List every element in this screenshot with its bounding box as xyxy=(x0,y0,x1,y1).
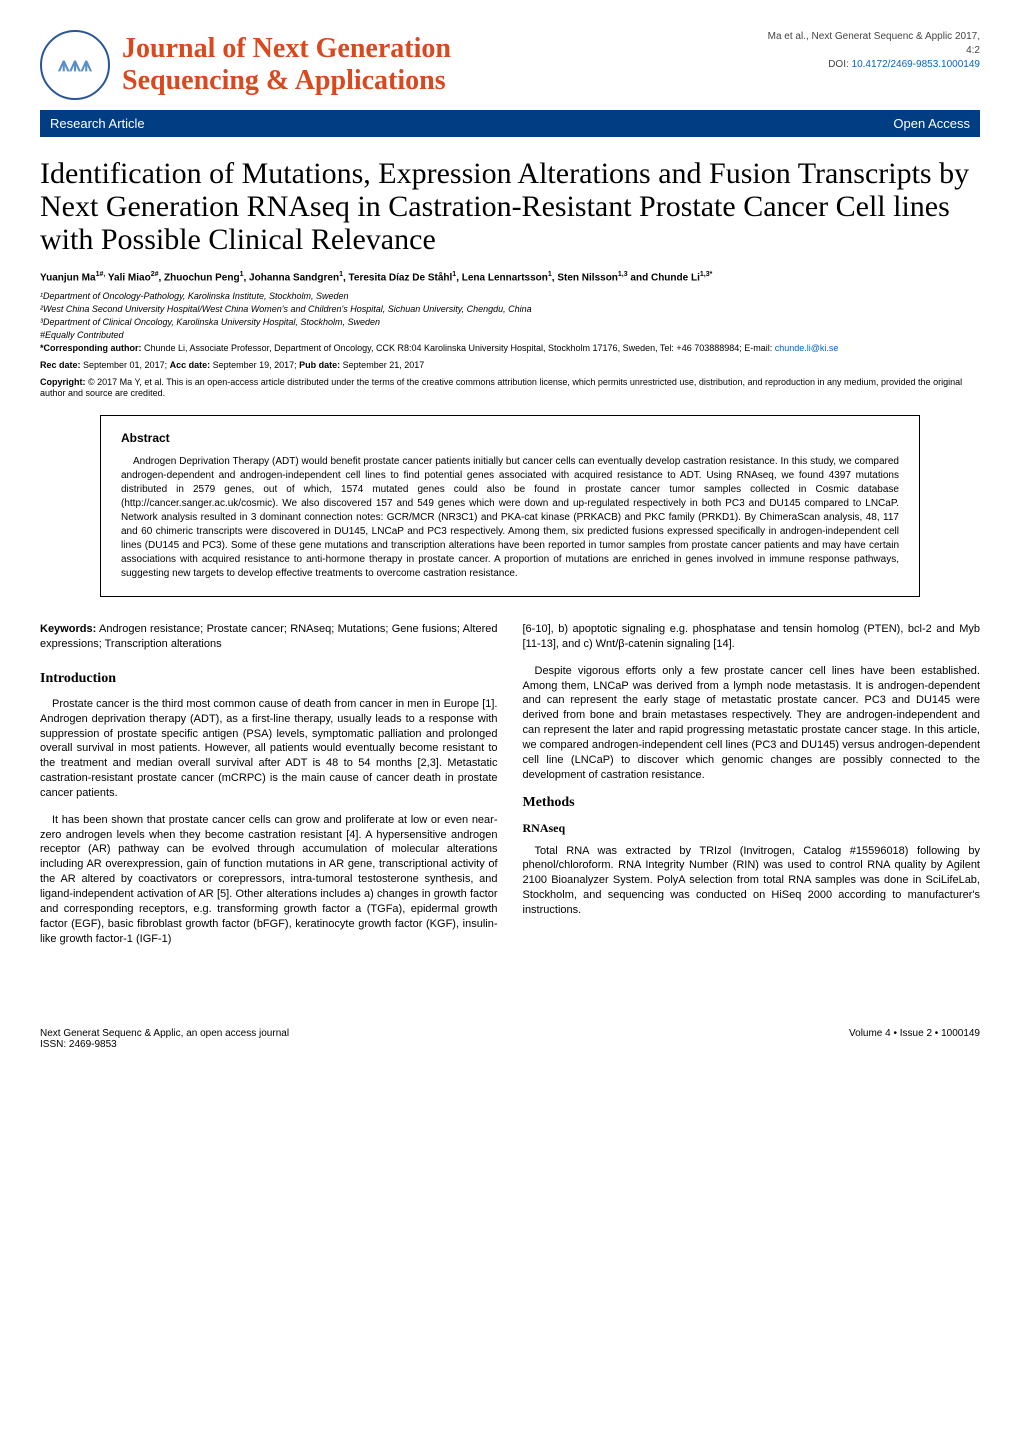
rnaseq-text: Total RNA was extracted by TRIzol (Invit… xyxy=(523,844,981,918)
banner-right: Open Access xyxy=(893,116,970,131)
column-left: Keywords: Androgen resistance; Prostate … xyxy=(40,622,498,958)
citation-line2: 4:2 xyxy=(768,44,980,58)
footer-right: Volume 4 • Issue 2 • 1000149 xyxy=(849,1028,980,1050)
corresponding-text: Chunde Li, Associate Professor, Departme… xyxy=(142,343,775,353)
logo-glyph: ⩚⩚⩚ xyxy=(58,54,92,77)
corresponding-author: *Corresponding author: Chunde Li, Associ… xyxy=(40,343,980,355)
copyright-label: Copyright: xyxy=(40,377,86,387)
banner-left: Research Article xyxy=(50,116,145,131)
affiliation-2: ²West China Second University Hospital/W… xyxy=(40,304,980,314)
intro-paragraph-1: Prostate cancer is the third most common… xyxy=(40,697,498,801)
dates-line: Rec date: September 01, 2017; Acc date: … xyxy=(40,360,980,372)
copyright-text: © 2017 Ma Y, et al. This is an open-acce… xyxy=(40,377,962,399)
journal-logo: ⩚⩚⩚ xyxy=(40,30,110,100)
body-columns: Keywords: Androgen resistance; Prostate … xyxy=(40,622,980,958)
equally-contributed: #Equally Contributed xyxy=(40,330,980,340)
header-right: Ma et al., Next Generat Sequenc & Applic… xyxy=(768,30,980,72)
keywords-block: Keywords: Androgen resistance; Prostate … xyxy=(40,622,498,653)
doi-link[interactable]: 10.4172/2469-9853.1000149 xyxy=(852,59,980,70)
rnaseq-heading: RNAseq xyxy=(523,821,981,836)
page-footer: Next Generat Sequenc & Applic, an open a… xyxy=(40,1018,980,1050)
footer-left-line1: Next Generat Sequenc & Applic, an open a… xyxy=(40,1028,289,1039)
abstract-heading: Abstract xyxy=(121,431,899,445)
citation-line1: Ma et al., Next Generat Sequenc & Applic… xyxy=(768,30,980,44)
col2-paragraph-2: Despite vigorous efforts only a few pros… xyxy=(523,664,981,783)
affiliation-3: ³Department of Clinical Oncology, Karoli… xyxy=(40,317,980,327)
abstract-text: Androgen Deprivation Therapy (ADT) would… xyxy=(121,455,899,581)
article-type-banner: Research Article Open Access xyxy=(40,110,980,137)
footer-left: Next Generat Sequenc & Applic, an open a… xyxy=(40,1028,289,1050)
affiliation-1: ¹Department of Oncology-Pathology, Karol… xyxy=(40,291,980,301)
doi-label: DOI: xyxy=(828,59,851,70)
header-left: ⩚⩚⩚ Journal of Next Generation Sequencin… xyxy=(40,30,451,100)
authors-list: Yuanjun Ma1#, Yali Miao2#, Zhuochun Peng… xyxy=(40,271,980,283)
methods-heading: Methods xyxy=(523,795,981,811)
introduction-heading: Introduction xyxy=(40,671,498,687)
intro-paragraph-2: It has been shown that prostate cancer c… xyxy=(40,813,498,947)
abstract-box: Abstract Androgen Deprivation Therapy (A… xyxy=(100,415,920,597)
copyright-line: Copyright: © 2017 Ma Y, et al. This is a… xyxy=(40,377,980,400)
journal-title-line1: Journal of Next Generation xyxy=(122,33,451,65)
doi-line: DOI: 10.4172/2469-9853.1000149 xyxy=(768,58,980,72)
col2-paragraph-1: [6-10], b) apoptotic signaling e.g. phos… xyxy=(523,622,981,652)
header: ⩚⩚⩚ Journal of Next Generation Sequencin… xyxy=(40,30,980,100)
keywords-text: Androgen resistance; Prostate cancer; RN… xyxy=(40,623,498,650)
keywords-label: Keywords: xyxy=(40,623,96,635)
journal-title-line2: Sequencing & Applications xyxy=(122,65,451,97)
corresponding-label: *Corresponding author: xyxy=(40,343,142,353)
corresponding-email[interactable]: chunde.li@ki.se xyxy=(775,343,839,353)
column-right: [6-10], b) apoptotic signaling e.g. phos… xyxy=(523,622,981,958)
article-title: Identification of Mutations, Expression … xyxy=(40,157,980,256)
journal-title-block: Journal of Next Generation Sequencing & … xyxy=(122,33,451,97)
footer-left-line2: ISSN: 2469-9853 xyxy=(40,1039,289,1050)
